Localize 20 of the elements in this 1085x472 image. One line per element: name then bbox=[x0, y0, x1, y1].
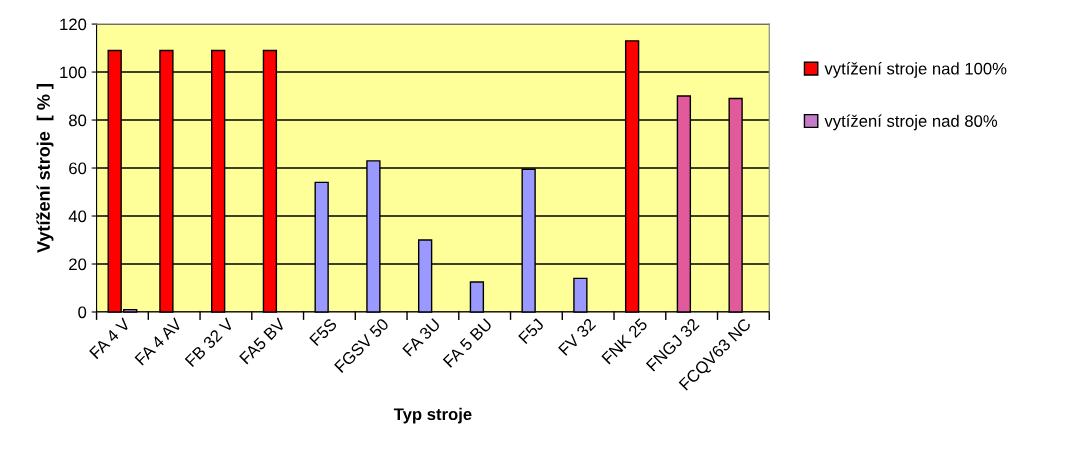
x-tick-label: FA5 BV bbox=[239, 317, 287, 365]
legend-label: vytížení stroje nad 100% bbox=[824, 62, 1007, 78]
x-axis-title: Typ stroje bbox=[393, 407, 472, 424]
y-axis-title: Vytížení stroje [ % ] bbox=[36, 84, 54, 253]
y-tick-label: 40 bbox=[68, 210, 87, 223]
x-tick-label: FA 4 AV bbox=[134, 317, 183, 366]
y-tick-label: 80 bbox=[69, 114, 87, 127]
y-tick-label: 20 bbox=[69, 258, 87, 271]
y-tick-label: 120 bbox=[60, 18, 87, 31]
y-tick-label: 60 bbox=[69, 162, 87, 175]
x-tick-label: FA 5 BU bbox=[442, 318, 493, 368]
x-tick-label: F5J bbox=[518, 318, 545, 345]
y-tick-label: 0 bbox=[78, 306, 87, 319]
x-tick-label: FB 32 V bbox=[184, 317, 235, 368]
x-tick-label: FA 4 V bbox=[89, 317, 131, 360]
x-tick-label: FA 3U bbox=[402, 318, 441, 357]
y-tick-label: 100 bbox=[60, 66, 87, 79]
x-tick-label: F5S bbox=[309, 317, 338, 347]
x-tick-label: FV 32 bbox=[557, 317, 597, 356]
legend-label: vytížení stroje nad 80% bbox=[824, 114, 998, 131]
